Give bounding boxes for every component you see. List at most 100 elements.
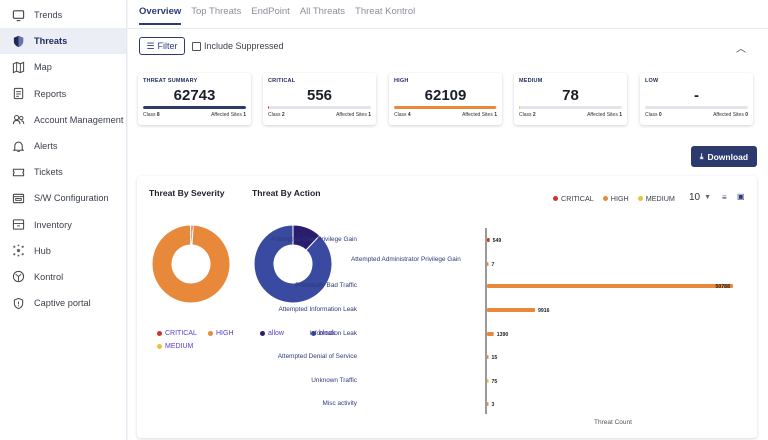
filter-label: Filter: [157, 41, 178, 51]
action-legend-allow[interactable]: allow: [260, 330, 284, 337]
severity-legend-critical[interactable]: CRITICAL: [157, 330, 197, 337]
card-progress-fill: [143, 106, 246, 109]
card-footer: Class 2 Affected Sites 1: [268, 112, 371, 118]
legend-label: block: [319, 330, 336, 337]
tab-overview[interactable]: Overview: [139, 6, 182, 25]
sidebar-item-account-management[interactable]: Account Management: [0, 107, 126, 133]
sidebar-item-label: Inventory: [34, 219, 72, 230]
hub-icon: [11, 244, 25, 258]
ticket-icon: [11, 165, 25, 179]
charts-panel: [137, 176, 757, 438]
sidebar-item-s-w-configuration[interactable]: S/W Configuration: [0, 185, 126, 211]
card-affected-sites: Affected Sites 1: [462, 112, 497, 118]
include-suppressed-label: Include Suppressed: [204, 41, 284, 51]
bar-category-label: Attempted Denial of Service: [277, 353, 357, 360]
card-affected-sites: Affected Sites 1: [587, 112, 622, 118]
tab-top-threats[interactable]: Top Threats: [191, 6, 242, 17]
sidebar-item-alerts[interactable]: Alerts: [0, 133, 126, 159]
card-class: Class 2: [268, 112, 285, 118]
card-title: HIGH: [394, 78, 409, 84]
bar-legend-critical[interactable]: CRITICAL: [553, 194, 594, 203]
action-legend-block[interactable]: block: [311, 330, 335, 337]
card-value: 62109: [424, 87, 467, 104]
card-value: 556: [306, 87, 333, 104]
card-footer: Class 4 Affected Sites 1: [394, 112, 497, 118]
bell-icon: [11, 139, 25, 153]
sidebar-item-inventory[interactable]: Inventory: [0, 212, 126, 238]
bar-category-label: Information Leak: [309, 330, 357, 337]
portal-shield-icon: [11, 296, 25, 310]
card-class: Class 8: [143, 112, 160, 118]
card-progress-track: [394, 106, 497, 109]
card-progress-track: [519, 106, 622, 109]
include-suppressed-checkbox[interactable]: [192, 41, 201, 51]
image-export-icon[interactable]: ▣: [737, 192, 745, 201]
monitor-icon: [11, 8, 25, 22]
chevron-down-icon: ▼: [704, 194, 712, 201]
legend-dot: [311, 331, 316, 336]
page-size-select[interactable]: 10 ▼: [689, 192, 711, 203]
sidebar-item-tickets[interactable]: Tickets: [0, 159, 126, 185]
summary-card-threat-summary[interactable]: THREAT SUMMARY 62743 Class 8 Affected Sites…: [138, 73, 251, 125]
severity-chart-title: Threat By Severity: [149, 188, 225, 198]
summary-card-low[interactable]: LOW - Class 0 Affected Sites 0: [640, 73, 753, 125]
card-title: THREAT SUMMARY: [143, 78, 198, 84]
chevron-up-icon[interactable]: ︿: [736, 44, 746, 55]
action-chart-title: Threat By Action: [252, 188, 321, 198]
legend-label: HIGH: [216, 330, 234, 337]
card-class: Class 2: [519, 112, 536, 118]
legend-label: allow: [268, 330, 284, 337]
summary-card-high[interactable]: HIGH 62109 Class 4 Affected Sites 1: [389, 73, 502, 125]
severity-legend-high[interactable]: HIGH: [208, 330, 234, 337]
sidebar-item-kontrol[interactable]: Kontrol: [0, 264, 126, 290]
summary-card-critical[interactable]: CRITICAL 556 Class 2 Affected Sites 1: [263, 73, 376, 125]
sidebar-item-hub[interactable]: Hub: [0, 238, 126, 264]
sidebar-item-threats[interactable]: Threats: [0, 28, 126, 55]
card-value: 78: [562, 87, 579, 104]
sidebar-item-label: S/W Configuration: [34, 193, 109, 204]
inventory-icon: [11, 218, 25, 232]
report-icon: [11, 87, 25, 101]
sidebar-item-trends[interactable]: Trends: [0, 2, 126, 28]
map-icon: [11, 60, 25, 74]
card-affected-sites: Affected Sites 0: [713, 112, 748, 118]
tab-divider: [128, 28, 768, 29]
tab-threat-kontrol[interactable]: Threat Kontrol: [355, 6, 416, 17]
sidebar-item-map[interactable]: Map: [0, 54, 126, 80]
include-suppressed-toggle[interactable]: Include Suppressed: [192, 41, 284, 51]
card-affected-sites: Affected Sites 1: [211, 112, 246, 118]
download-icon: ⤓: [699, 151, 704, 161]
sidebar-item-label: Reports: [34, 88, 67, 99]
filter-button[interactable]: ☰ Filter: [139, 37, 185, 55]
sidebar-item-captive-portal[interactable]: Captive portal: [0, 290, 126, 316]
sidebar-item-label: Kontrol: [34, 271, 64, 282]
tab-endpoint[interactable]: EndPoint: [251, 6, 290, 17]
sidebar-item-label: Account Management: [34, 114, 124, 125]
tab-all-threats[interactable]: All Threats: [299, 6, 346, 17]
users-icon: [11, 113, 25, 127]
legend-label: CRITICAL: [165, 330, 197, 337]
legend-dot: [157, 331, 162, 336]
sidebar: Trends Threats Map Reports Account Managemen…: [0, 0, 127, 440]
card-progress-fill: [394, 106, 496, 109]
shield-icon: [11, 34, 25, 48]
sidebar-item-label: Threats: [34, 36, 68, 47]
bar-legend-high[interactable]: HIGH: [602, 194, 629, 203]
bar-legend-medium[interactable]: MEDIUM: [637, 194, 675, 203]
sidebar-item-label: Hub: [34, 245, 51, 256]
sidebar-item-label: Captive portal: [34, 298, 91, 309]
sidebar-item-reports[interactable]: Reports: [0, 81, 126, 107]
bar-category-label: Attempted User Privilege Gain: [271, 236, 357, 243]
sidebar-item-label: Alerts: [34, 141, 58, 152]
bar-category-label: Misc activity: [322, 400, 357, 407]
bar-view-icon[interactable]: ≡: [722, 193, 727, 202]
bar-category-label: Unknown Traffic: [311, 377, 357, 384]
bar-category-label: Attempted Information Leak: [278, 306, 357, 313]
sidebar-item-label: Tickets: [34, 167, 63, 178]
card-title: MEDIUM: [519, 78, 543, 84]
card-footer: Class 8 Affected Sites 1: [143, 112, 246, 118]
card-footer: Class 2 Affected Sites 1: [519, 112, 622, 118]
download-button[interactable]: ⤓ Download: [691, 146, 757, 167]
summary-card-medium[interactable]: MEDIUM 78 Class 2 Affected Sites 1: [514, 73, 627, 125]
severity-legend-medium[interactable]: MEDIUM: [157, 343, 193, 350]
